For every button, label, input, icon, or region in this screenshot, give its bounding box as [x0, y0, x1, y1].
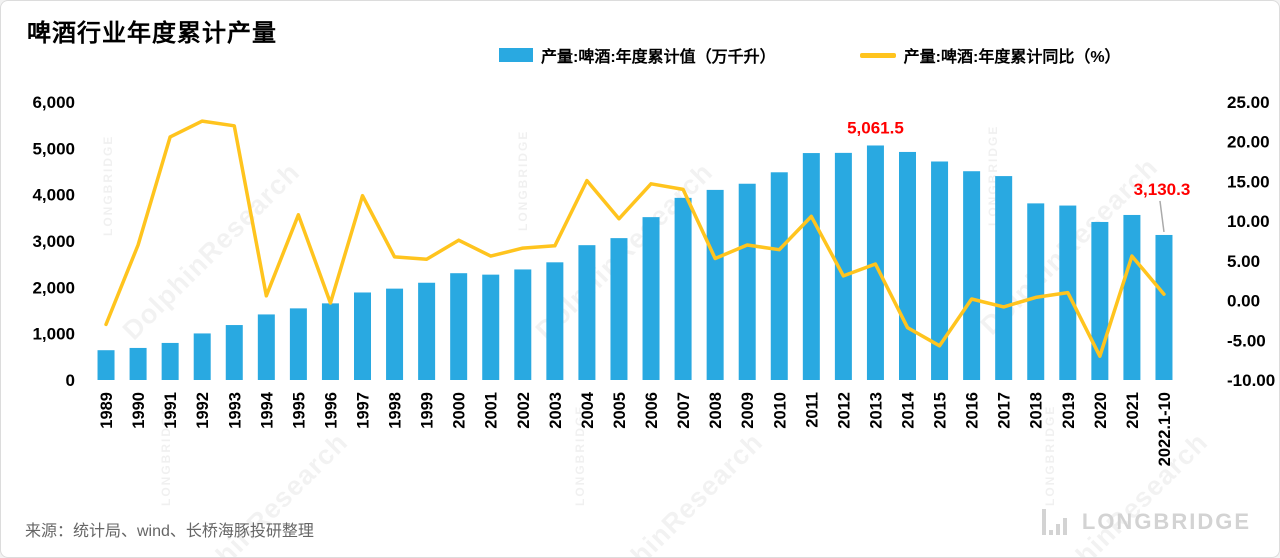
bar-1996 — [321, 303, 339, 380]
x-axis-label: 1991 — [162, 392, 180, 429]
bar-1991 — [161, 342, 179, 380]
x-axis-label: 2021 — [1124, 392, 1142, 429]
right-axis-tick: 0.00 — [1227, 292, 1260, 311]
bar-2008 — [706, 189, 724, 380]
bar-2000 — [450, 273, 468, 380]
annotation-leader — [1159, 200, 1165, 233]
left-axis-tick: 0 — [66, 371, 75, 390]
bar-2010 — [770, 172, 788, 380]
line-series-label: 产量:啤酒:年度累计同比（%） — [903, 49, 1121, 66]
right-axis-tick: 5.00 — [1227, 252, 1260, 271]
x-axis-label: 1999 — [419, 392, 437, 429]
bar-1997 — [354, 292, 371, 380]
legend: 产量:啤酒:年度累计值（万千升） 产量:啤酒:年度累计同比（%） — [499, 43, 1121, 67]
left-axis-tick: 2,000 — [32, 278, 75, 297]
x-axis-label: 2011 — [803, 392, 821, 428]
bar-1994 — [257, 314, 275, 380]
x-axis-label: 1997 — [355, 392, 373, 429]
left-axis-tick: 3,000 — [32, 232, 75, 251]
bar-2022.1-10 — [1155, 234, 1173, 380]
right-axis-tick: -5.00 — [1227, 331, 1266, 350]
x-axis-label: 2015 — [932, 392, 950, 429]
bar-1998 — [386, 288, 404, 380]
right-axis-tick: 15.00 — [1227, 172, 1270, 191]
bar-2012 — [834, 152, 852, 380]
bar-series-swatch — [499, 48, 533, 62]
bar-2018 — [1027, 203, 1045, 380]
longbridge-logo-text: LONGBRIDGE — [1081, 509, 1251, 534]
bar-2001 — [482, 274, 500, 380]
x-axis-label: 1989 — [98, 392, 116, 429]
bar-series-label: 产量:啤酒:年度累计值（万千升） — [541, 49, 776, 66]
chart-title: 啤酒行业年度累计产量 — [27, 20, 277, 47]
x-axis-label: 2016 — [964, 392, 982, 429]
bar-2007 — [674, 197, 692, 380]
longbridge-logo: LONGBRIDGE — [1041, 507, 1251, 535]
x-axis-label: 2002 — [515, 392, 533, 429]
yoy-line — [104, 119, 1166, 358]
bar-2011 — [802, 153, 820, 380]
longbridge-logo-icon — [1041, 509, 1067, 535]
x-axis-label: 1995 — [290, 392, 308, 429]
x-axis-label: 2006 — [643, 392, 661, 429]
bar-1999 — [418, 282, 436, 380]
x-axis-label: 2012 — [835, 392, 853, 429]
x-axis-label: 1993 — [226, 392, 244, 429]
bar-1992 — [193, 333, 211, 380]
bar-2003 — [546, 262, 564, 380]
x-axis-label: 1998 — [387, 392, 405, 429]
bar-2015 — [931, 161, 949, 380]
bar-2009 — [738, 183, 756, 380]
left-axis-tick: 5,000 — [32, 139, 75, 158]
left-axis-tick: 1,000 — [32, 325, 75, 344]
x-axis-label: 2020 — [1092, 392, 1110, 429]
bar-1990 — [129, 347, 147, 380]
bar-2005 — [610, 238, 628, 380]
x-axis-label: 2013 — [867, 392, 885, 429]
bar-2021 — [1123, 214, 1141, 380]
bar-2014 — [899, 151, 916, 380]
x-axis-label: 2019 — [1060, 392, 1078, 429]
bar-1993 — [225, 325, 243, 380]
x-axis-label: 2022.1-10 — [1156, 392, 1174, 466]
line-series-swatch — [859, 52, 896, 58]
x-axis-label: 2014 — [900, 391, 918, 429]
bar-2017 — [995, 176, 1013, 380]
bar-1989 — [97, 350, 115, 380]
bar-2006 — [642, 217, 660, 380]
right-axis-tick: 10.00 — [1227, 212, 1270, 231]
x-axis-label: 1990 — [130, 392, 148, 429]
right-axis-tick: 25.00 — [1227, 93, 1270, 112]
x-axis-label: 2004 — [579, 391, 597, 429]
x-axis-label: 2009 — [739, 392, 757, 429]
x-axis-label: 1996 — [322, 392, 340, 429]
x-axis-label: 1994 — [258, 391, 276, 429]
x-axis-label: 1992 — [194, 392, 212, 429]
x-axis-label: 2001 — [483, 392, 501, 429]
bar-1995 — [289, 308, 307, 380]
x-axis-label: 2017 — [996, 392, 1014, 429]
right-axis-tick: -10.00 — [1227, 371, 1275, 390]
left-axis-tick: 4,000 — [32, 186, 75, 205]
source-note: 来源：统计局、wind、长桥海豚投研整理 — [25, 523, 314, 540]
bar-2004 — [578, 245, 596, 380]
x-axis-label: 2003 — [547, 392, 565, 429]
x-axis-label: 2007 — [675, 392, 693, 429]
bar-2002 — [514, 269, 532, 380]
x-axis-label: 2000 — [451, 392, 469, 429]
legend-item-line-series: 产量:啤酒:年度累计同比（%） — [859, 43, 1121, 67]
data-label: 3,130.3 — [1134, 180, 1191, 199]
data-label: 5,061.5 — [847, 118, 904, 137]
right-axis-tick: 20.00 — [1227, 133, 1270, 152]
legend-item-bar-series: 产量:啤酒:年度累计值（万千升） — [499, 43, 776, 67]
bar-2016 — [963, 171, 981, 380]
x-axis-label: 2008 — [707, 392, 725, 429]
left-axis-tick: 6,000 — [32, 93, 75, 112]
x-axis-label: 2005 — [611, 392, 629, 429]
x-axis-label: 2010 — [771, 392, 789, 429]
x-axis-label: 2018 — [1028, 392, 1046, 429]
